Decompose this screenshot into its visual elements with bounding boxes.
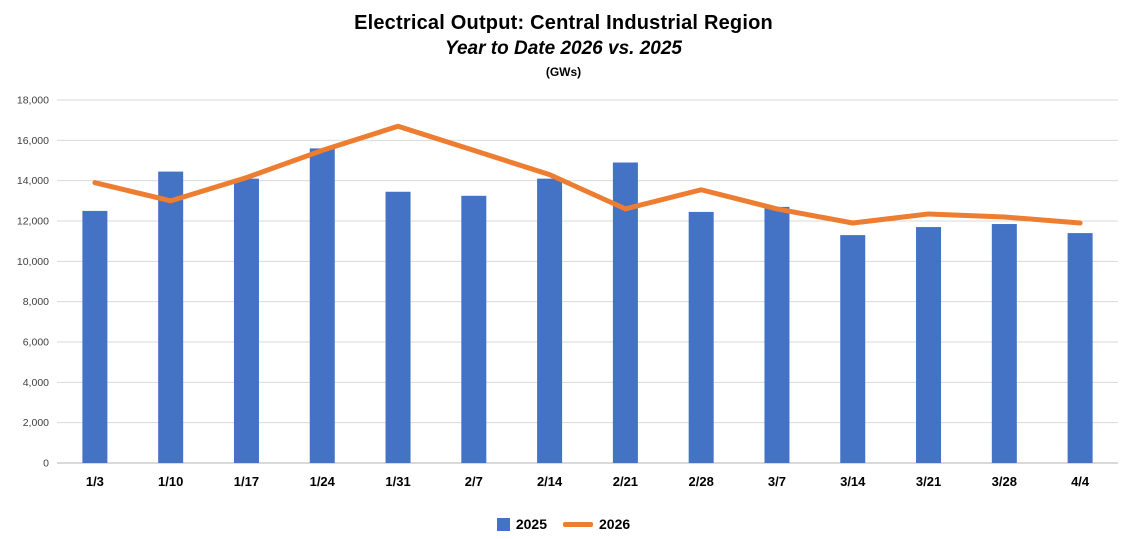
x-axis-label: 2/21 xyxy=(613,474,638,489)
x-axis-label: 2/28 xyxy=(689,474,714,489)
y-axis-label: 2,000 xyxy=(23,417,49,429)
x-axis-label: 1/31 xyxy=(385,474,410,489)
y-axis-label: 10,000 xyxy=(17,256,49,268)
bar-2025 xyxy=(991,224,1017,463)
bar-2025 xyxy=(233,178,259,463)
legend-label-2025: 2025 xyxy=(515,516,547,532)
bar-2025 xyxy=(688,211,714,463)
y-axis-label: 18,000 xyxy=(17,95,49,107)
bar-2025 xyxy=(537,178,563,463)
x-axis-label: 1/10 xyxy=(158,474,183,489)
x-axis-label: 4/4 xyxy=(1071,474,1090,489)
bar-2025 xyxy=(1067,233,1093,463)
bar-2025 xyxy=(840,235,866,463)
x-axis-label: 1/3 xyxy=(86,474,104,489)
bar-2025 xyxy=(612,162,638,463)
line-2026 xyxy=(92,123,1083,226)
legend-swatch-2026-line xyxy=(563,521,593,527)
y-axis-label: 14,000 xyxy=(17,175,49,187)
chart-header: Electrical Output: Central Industrial Re… xyxy=(0,12,1127,79)
x-axis-label: 3/21 xyxy=(916,474,941,489)
x-axis-label: 1/17 xyxy=(234,474,259,489)
legend-label-2026: 2026 xyxy=(599,516,631,532)
x-axis-label: 3/7 xyxy=(768,474,786,489)
x-axis-label: 2/14 xyxy=(537,474,563,489)
x-axis-label: 3/14 xyxy=(840,474,866,489)
y-axis-label: 12,000 xyxy=(17,216,49,228)
y-axis-label: 4,000 xyxy=(23,377,49,389)
x-axis-label: 3/28 xyxy=(992,474,1017,489)
chart-subtitle: Year to Date 2026 vs. 2025 xyxy=(445,38,682,59)
legend-item-2026: 2026 xyxy=(563,516,630,532)
chart-title: Electrical Output: Central Industrial Re… xyxy=(354,12,773,34)
bar-2025 xyxy=(385,191,411,463)
bar-2025 xyxy=(764,206,790,463)
y-axis-label: 16,000 xyxy=(17,135,49,147)
bar-2025 xyxy=(82,210,108,463)
chart-units-label: (GWs) xyxy=(545,65,582,79)
y-axis-label: 8,000 xyxy=(23,296,49,308)
y-axis-label: 6,000 xyxy=(23,337,49,349)
bar-2025 xyxy=(309,148,335,463)
x-axis-label: 1/24 xyxy=(310,474,336,489)
y-axis-label: 0 xyxy=(43,458,49,470)
bar-2025 xyxy=(916,227,942,463)
bar-2025 xyxy=(158,171,184,463)
legend-swatch-2025-bar xyxy=(496,517,510,531)
legend: 2025 2026 xyxy=(0,516,1127,532)
x-axis-label: 2/7 xyxy=(465,474,483,489)
legend-item-2025: 2025 xyxy=(496,516,547,532)
bar-2025 xyxy=(461,195,487,463)
